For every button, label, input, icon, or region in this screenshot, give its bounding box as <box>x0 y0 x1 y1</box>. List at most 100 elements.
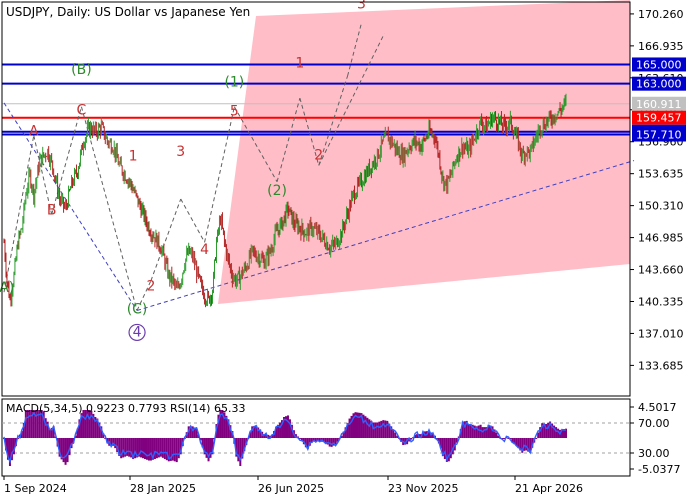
macd-bar <box>98 422 101 438</box>
macd-bar <box>82 410 85 438</box>
macd-bar <box>531 438 534 448</box>
macd-bar <box>255 425 258 438</box>
macd-bar <box>171 438 174 461</box>
indicator-axis: 4.5017 70.00 30.00 -5.0377 <box>630 401 680 476</box>
macd-bar <box>441 438 444 457</box>
macd-bar <box>36 410 39 438</box>
macd-bar <box>219 410 222 438</box>
macd-bar <box>431 434 434 438</box>
macd-bar <box>128 438 131 457</box>
macd-bar <box>142 438 145 459</box>
trend-line <box>3 135 35 293</box>
macd-bar <box>284 416 287 438</box>
macd-bar <box>477 425 480 438</box>
macd-bar <box>362 414 365 438</box>
macd-bar <box>138 438 141 457</box>
time-tick-label: 21 Apr 2026 <box>515 482 583 495</box>
trend-line <box>136 160 635 311</box>
macd-bar <box>267 434 270 438</box>
macd-bar <box>66 438 69 463</box>
macd-bar <box>298 438 301 439</box>
main-price-panel: (A) A B (B) C 1 2 (C) 4 3 4 (1) 5 (2) 1 2 3 USDJPY, Dail… <box>0 0 635 342</box>
macd-bar <box>20 431 23 438</box>
macd-bar <box>356 412 359 438</box>
macd-bar <box>209 438 212 458</box>
macd-bar <box>102 433 105 438</box>
macd-bar <box>207 438 210 462</box>
macd-bar <box>481 427 484 438</box>
macd-bar <box>348 418 351 438</box>
macd-bar <box>384 420 387 438</box>
macd-bar <box>537 432 540 438</box>
macd-bar <box>120 438 123 459</box>
macd-bar <box>112 438 115 446</box>
macd-bar <box>386 420 389 438</box>
macd-bar <box>50 427 53 438</box>
macd-bar <box>324 438 327 443</box>
macd-bar <box>447 438 450 462</box>
macd-bar <box>288 419 291 438</box>
time-tick-label: 26 Jun 2025 <box>258 482 324 495</box>
macd-bar <box>368 419 371 438</box>
level-tag <box>632 57 686 72</box>
macd-bar <box>487 424 490 438</box>
macd-bar <box>322 438 325 443</box>
trend-line <box>299 97 320 166</box>
macd-bar <box>519 438 522 451</box>
macd-bar <box>412 437 415 439</box>
macd-bar <box>290 424 293 438</box>
wave-label: 1 <box>129 149 138 165</box>
trend-line <box>3 102 138 311</box>
macd-bar <box>489 425 492 438</box>
macd-bar <box>199 438 202 441</box>
wave-label: (A) <box>0 280 14 296</box>
macd-bar <box>416 434 419 438</box>
macd-bar <box>521 438 524 453</box>
trend-line <box>347 23 362 77</box>
indicator-tick-label: 4.5017 <box>638 401 677 414</box>
wave-label: 1 <box>295 55 304 71</box>
wave-label: 2 <box>314 148 323 164</box>
macd-bar <box>249 432 252 438</box>
macd-bar <box>6 438 9 460</box>
macd-bar <box>58 438 61 457</box>
macd-bar <box>318 438 321 442</box>
macd-bar <box>153 438 156 459</box>
level-tag <box>632 76 686 91</box>
macd-bar <box>565 428 567 438</box>
macd-bar <box>551 423 554 438</box>
macd-bar <box>473 425 476 438</box>
macd-bar <box>189 426 192 438</box>
macd-bar <box>277 424 280 438</box>
macd-bar <box>88 410 91 438</box>
macd-bar <box>493 429 496 438</box>
price-candles <box>3 93 567 308</box>
macd-bar <box>225 415 228 438</box>
price-tick-label: 150.310 <box>638 200 684 213</box>
macd-bar <box>22 422 25 438</box>
price-tick-label: 166.935 <box>638 40 684 53</box>
rsi-line <box>3 411 567 464</box>
macd-bar <box>38 410 41 438</box>
macd-bar <box>173 438 176 462</box>
macd-bar <box>126 438 129 456</box>
macd-bar <box>495 432 498 438</box>
trendlines <box>3 23 635 311</box>
macd-bar <box>122 438 125 458</box>
level-tag <box>632 110 686 125</box>
level-tag-label: 159.457 <box>636 112 682 125</box>
macd-bar <box>145 438 148 460</box>
indicator-tick-label: 70.00 <box>638 417 670 430</box>
macd-bar <box>271 434 274 438</box>
macd-bar <box>342 431 345 438</box>
macd-bar <box>394 432 397 438</box>
macd-bar <box>360 413 363 438</box>
macd-bar <box>501 438 504 439</box>
macd-bar <box>364 416 367 438</box>
macd-bar <box>8 438 11 466</box>
price-tick-label: 143.660 <box>638 264 684 277</box>
macd-bar <box>40 410 43 438</box>
level-tag <box>632 127 686 142</box>
macd-bar <box>114 438 117 449</box>
